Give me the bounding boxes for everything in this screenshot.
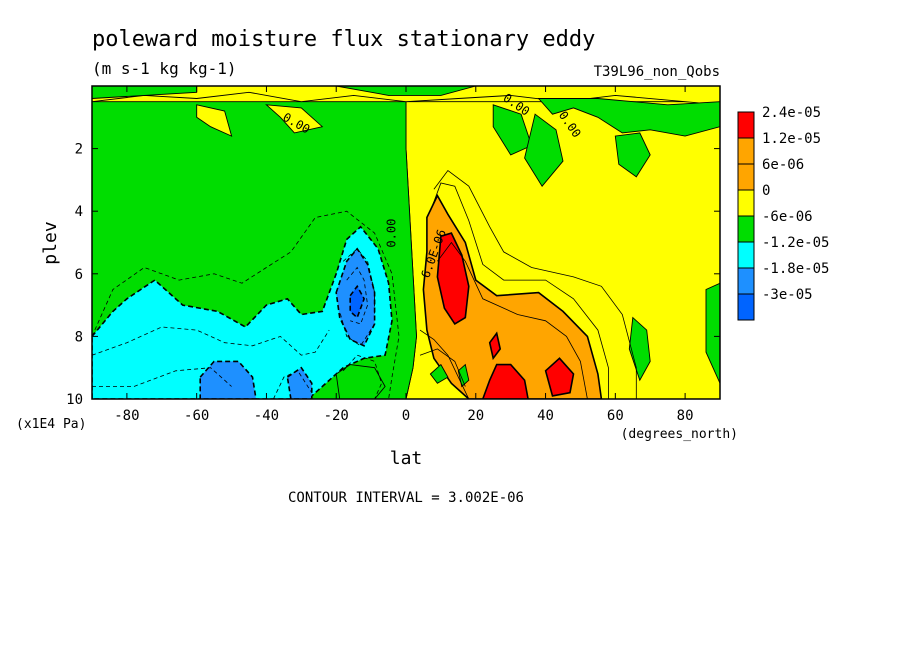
region-neg-0-7 bbox=[492, 104, 533, 156]
y-tick-label-4: 10 bbox=[66, 392, 83, 408]
x-tick-label-7: 60 bbox=[607, 408, 624, 424]
contour-line-7 bbox=[92, 367, 232, 387]
contour-lines bbox=[92, 169, 637, 399]
contour-line-3 bbox=[419, 329, 470, 399]
legend-label-0: 2.4e-05 bbox=[762, 105, 821, 121]
contour-label-1: 0.00 bbox=[385, 219, 399, 248]
region-pos-1-19 bbox=[422, 193, 603, 399]
legend-swatch-7 bbox=[737, 293, 755, 321]
legend-swatch-4 bbox=[737, 215, 755, 243]
x-tick-label-5: 20 bbox=[467, 408, 484, 424]
y-tick-label-0: 2 bbox=[75, 142, 83, 158]
contour-line-10 bbox=[346, 266, 369, 325]
legend-label-7: -3e-05 bbox=[762, 287, 813, 303]
x-tick-label-6: 40 bbox=[537, 408, 554, 424]
region-neg-0-14 bbox=[335, 364, 386, 399]
contour-line-0 bbox=[430, 182, 609, 399]
chart-title: poleward moisture flux stationary eddy bbox=[92, 27, 595, 52]
legend-label-2: 6e-06 bbox=[762, 157, 804, 173]
plot-area: 0.000.000.000.006.0E-06 bbox=[92, 86, 720, 399]
legend-label-5: -1.2e-05 bbox=[762, 235, 829, 251]
y-tick-label-1: 4 bbox=[75, 204, 83, 220]
y-axis-units: (x1E4 Pa) bbox=[16, 417, 86, 432]
region-pos-2-23 bbox=[488, 331, 502, 361]
region-neg-0-10 bbox=[614, 132, 651, 178]
legend-label-1: 1.2e-05 bbox=[762, 131, 821, 147]
x-axis-units: (degrees_north) bbox=[621, 427, 738, 442]
y-tick-label-2: 6 bbox=[75, 267, 83, 283]
x-axis: -80 -60 -40 -20 0 20 40 60 80 bbox=[114, 86, 694, 424]
contour-line-6 bbox=[92, 326, 330, 356]
region-neg-0-9 bbox=[524, 113, 564, 187]
contour-line-4 bbox=[419, 348, 466, 387]
region-neg-2-18 bbox=[286, 366, 313, 399]
contour-line-2 bbox=[437, 241, 588, 399]
chart-units: (m s-1 kg kg-1) bbox=[92, 59, 237, 78]
contour-line-1 bbox=[433, 169, 637, 399]
color-legend: 2.4e-05 1.2e-05 6e-06 0 -6e-06 -1.2e-05 -1.8e-… bbox=[737, 105, 829, 321]
x-tick-label-8: 80 bbox=[677, 408, 694, 424]
region-neg-1-13 bbox=[92, 225, 393, 399]
legend-label-4: -6e-06 bbox=[762, 209, 813, 225]
legend-label-6: -1.8e-05 bbox=[762, 261, 829, 277]
region-neg-0-24 bbox=[429, 363, 449, 384]
y-tick-label-3: 8 bbox=[75, 329, 83, 345]
region-neg-0-8 bbox=[537, 98, 720, 137]
region-neg-0-12 bbox=[705, 282, 720, 384]
legend-swatch-6 bbox=[737, 267, 755, 295]
legend-label-3: 0 bbox=[762, 183, 770, 199]
region-pos-2-21 bbox=[481, 363, 529, 399]
x-tick-label-3: -20 bbox=[324, 408, 349, 424]
legend-swatch-1 bbox=[737, 137, 755, 165]
region-neg-0-3 bbox=[92, 86, 198, 99]
y-axis: 2 4 6 8 10 bbox=[66, 142, 720, 408]
filled-regions bbox=[92, 86, 720, 399]
legend-swatch-0 bbox=[737, 111, 755, 139]
x-tick-label-2: -40 bbox=[254, 408, 279, 424]
region-pos-2-22 bbox=[544, 357, 575, 397]
contour-interval-note: CONTOUR INTERVAL = 3.002E-06 bbox=[288, 490, 524, 506]
x-axis-label: lat bbox=[390, 448, 423, 469]
x-tick-label-0: -80 bbox=[114, 408, 139, 424]
legend-swatch-3 bbox=[737, 189, 755, 217]
contour-line-9 bbox=[339, 248, 376, 347]
contour-line-8 bbox=[273, 370, 313, 399]
region-pos-0-5 bbox=[196, 104, 233, 137]
x-tick-label-4: 0 bbox=[402, 408, 410, 424]
region-pos-0-6 bbox=[265, 104, 324, 134]
x-tick-label-1: -60 bbox=[184, 408, 209, 424]
region-neg-3-16 bbox=[349, 284, 365, 319]
legend-swatch-5 bbox=[737, 241, 755, 269]
experiment-label: T39L96_non_Qobs bbox=[594, 64, 720, 80]
y-axis-label: plev bbox=[40, 221, 61, 264]
legend-swatch-2 bbox=[737, 163, 755, 191]
